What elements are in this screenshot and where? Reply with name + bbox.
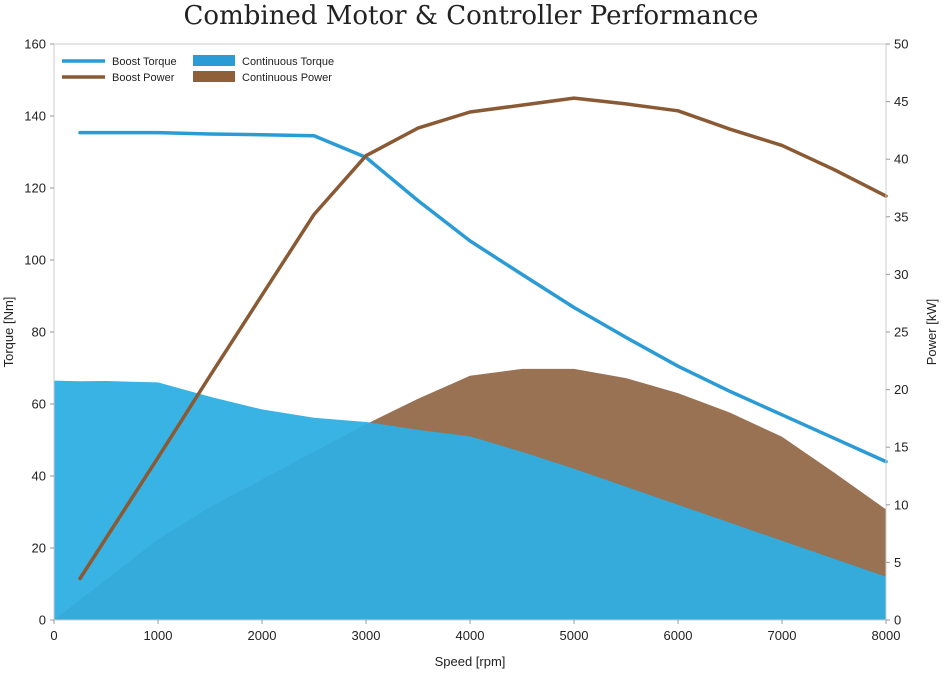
x-tick-label: 3000 [352,628,381,643]
y-tick-label: 120 [24,181,46,196]
y2-tick-label: 25 [894,325,908,340]
legend: Boost Torque Continuous Torque Boost Pow… [62,55,334,84]
x-tick-label: 0 [50,628,57,643]
plot-areas [54,368,886,620]
chart-title: Combined Motor & Controller Performance [184,1,759,31]
y2-tick-label: 35 [894,209,908,224]
legend-label-boost-power: Boost Power [112,72,175,84]
y-tick-label: 60 [32,397,46,412]
y-tick-label: 40 [32,469,46,484]
y-tick-label: 0 [39,613,46,628]
x-tick-label: 4000 [456,628,485,643]
area-continuous-torque [54,380,886,620]
x-tick-label: 5000 [560,628,589,643]
y-tick-label: 160 [24,37,46,52]
x-axis-ticks: 0 1000 2000 3000 4000 5000 6000 7000 8000 [50,620,900,643]
legend-swatch-continuous-power [193,71,235,82]
y2-tick-label: 50 [894,37,908,52]
x-tick-label: 7000 [768,628,797,643]
y2-axis-label: Power [kW] [924,299,939,365]
x-tick-label: 6000 [664,628,693,643]
y-tick-label: 80 [32,325,46,340]
x-tick-label: 8000 [872,628,901,643]
line-boost-power [78,96,888,581]
y2-tick-label: 40 [894,152,908,167]
legend-label-continuous-power: Continuous Power [242,72,332,84]
y2-tick-label: 0 [894,613,901,628]
y-axis-label: Torque [Nm] [1,297,16,368]
legend-swatch-continuous-torque [193,55,235,66]
legend-label-boost-torque: Boost Torque [112,56,177,68]
y-tick-label: 20 [32,541,46,556]
x-tick-label: 2000 [248,628,277,643]
x-axis-label: Speed [rpm] [435,654,506,669]
x-tick-label: 1000 [144,628,173,643]
y2-tick-label: 10 [894,497,908,512]
y2-tick-label: 15 [894,440,908,455]
legend-label-continuous-torque: Continuous Torque [242,56,334,68]
y2-tick-label: 20 [894,382,908,397]
y-tick-label: 140 [24,109,46,124]
y-tick-label: 100 [24,253,46,268]
y2-axis-ticks: 0 5 10 15 20 25 30 35 40 45 50 [886,37,908,628]
y-axis-ticks: 0 20 40 60 80 100 120 140 160 [24,37,54,628]
line-boost-torque [78,130,888,464]
y2-tick-label: 30 [894,267,908,282]
y2-tick-label: 5 [894,555,901,570]
plot-lines [78,96,888,581]
y2-tick-label: 45 [894,94,908,109]
